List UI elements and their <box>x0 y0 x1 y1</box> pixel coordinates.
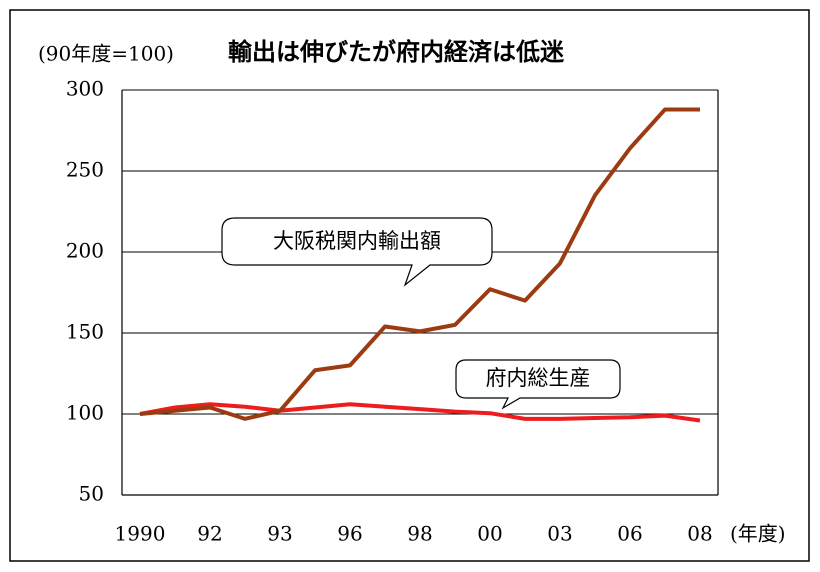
plot-area: 50 100 150 200 250 300 1990 92 93 96 98 00 03 06 08 <box>66 77 719 546</box>
y-tick-label: 250 <box>66 158 104 182</box>
chart-title: 輸出は伸びたが府内経済は低迷 <box>228 38 565 66</box>
y-tick-label: 200 <box>66 239 104 263</box>
y-tick-label: 150 <box>66 320 104 344</box>
x-tick-label: 1990 <box>115 522 166 546</box>
series-line <box>139 402 701 423</box>
y-tick-label: 300 <box>66 77 104 101</box>
x-unit-label: (年度) <box>730 522 786 546</box>
callout-bubble <box>455 359 621 410</box>
x-tick-label: 06 <box>617 522 642 546</box>
x-tick-label: 96 <box>337 522 362 546</box>
x-tick-label: 03 <box>547 522 572 546</box>
callout-label: 府内総生産 <box>486 366 591 390</box>
x-tick-label: 00 <box>477 522 502 546</box>
callout-label: 大阪税関内輸出額 <box>273 229 441 253</box>
series-line <box>139 107 700 421</box>
y-tick-label: 100 <box>66 401 104 425</box>
callout-bubble <box>221 217 493 287</box>
x-tick-label: 98 <box>407 522 432 546</box>
x-tick-label: 92 <box>197 522 222 546</box>
frame <box>9 9 810 562</box>
y-unit-label: (90年度=100) <box>38 42 174 66</box>
x-tick-label: 93 <box>267 522 292 546</box>
y-tick-label: 50 <box>79 482 104 506</box>
x-tick-label: 08 <box>687 522 712 546</box>
